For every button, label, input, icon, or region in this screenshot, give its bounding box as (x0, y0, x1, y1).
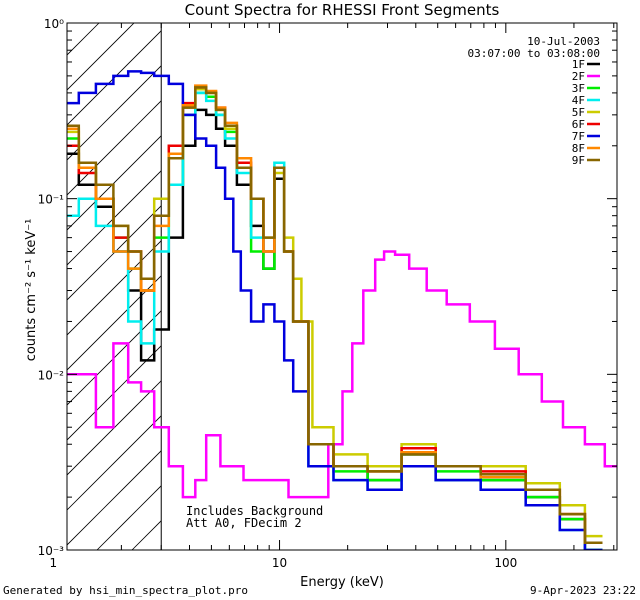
series-line-2F (67, 250, 617, 499)
hatch-line (67, 65, 162, 161)
legend-label-8F: 8F (572, 142, 585, 155)
legend-label-2F: 2F (572, 70, 585, 83)
legend-label-1F: 1F (572, 58, 585, 71)
legend-label-7F: 7F (572, 130, 585, 143)
note-attenuator: Att A0, FDecim 2 (186, 516, 302, 530)
hatch-line (67, 100, 162, 196)
legend-label-9F: 9F (572, 154, 585, 167)
y-axis-label: counts cm⁻² s⁻¹ keV⁻¹ (24, 219, 39, 362)
hatch-line (67, 450, 162, 546)
y-tick-label: 10⁻³ (38, 544, 65, 558)
series-line-3F (67, 91, 603, 550)
hatch-line (67, 415, 162, 511)
hatch-line (67, 275, 162, 371)
x-tick-label: 1 (49, 556, 57, 570)
hatch-line (67, 30, 162, 126)
chart-title: Count Spectra for RHESSI Front Segments (185, 1, 500, 19)
x-axis-label: Energy (keV) (300, 575, 384, 590)
attenuator-hatch-region (67, 23, 640, 550)
y-tick-label: 10⁻² (38, 368, 65, 382)
x-tick-label: 100 (494, 556, 517, 570)
legend-label-5F: 5F (572, 106, 585, 119)
hatch-line (67, 240, 162, 336)
date-label: 10-Jul-2003 (527, 35, 600, 48)
plot-frame (66, 22, 618, 551)
hatch-line (67, 205, 162, 301)
x-tick-label: 10 (272, 556, 287, 570)
legend-label-4F: 4F (572, 94, 585, 107)
legend-label-3F: 3F (572, 82, 585, 95)
x-tick-labels: 1 10 100 (49, 556, 517, 570)
legend-label-6F: 6F (572, 118, 585, 131)
series-line-7F (67, 70, 603, 550)
hatch-line (167, 23, 640, 550)
y-tick-labels: 10⁰ 10⁻¹ 10⁻² 10⁻³ (38, 17, 65, 558)
series-line-4F (67, 91, 603, 550)
series-layer (67, 70, 617, 550)
axis-ticks (67, 22, 617, 551)
y-tick-label: 10⁻¹ (38, 193, 65, 207)
hatch-line (67, 135, 162, 231)
time-range-label: 03:07:00 to 03:08:00 (468, 47, 600, 60)
generated-by-footer: Generated by hsi_min_spectra_plot.pro (3, 584, 248, 597)
series-line-1F (67, 108, 603, 550)
y-tick-label: 10⁰ (44, 17, 64, 31)
timestamp-footer: 9-Apr-2023 23:22 (530, 584, 636, 597)
note-background: Includes Background (186, 504, 323, 518)
hatch-line (67, 380, 162, 476)
hatch-line (67, 23, 100, 56)
series-line-9F (67, 86, 603, 544)
